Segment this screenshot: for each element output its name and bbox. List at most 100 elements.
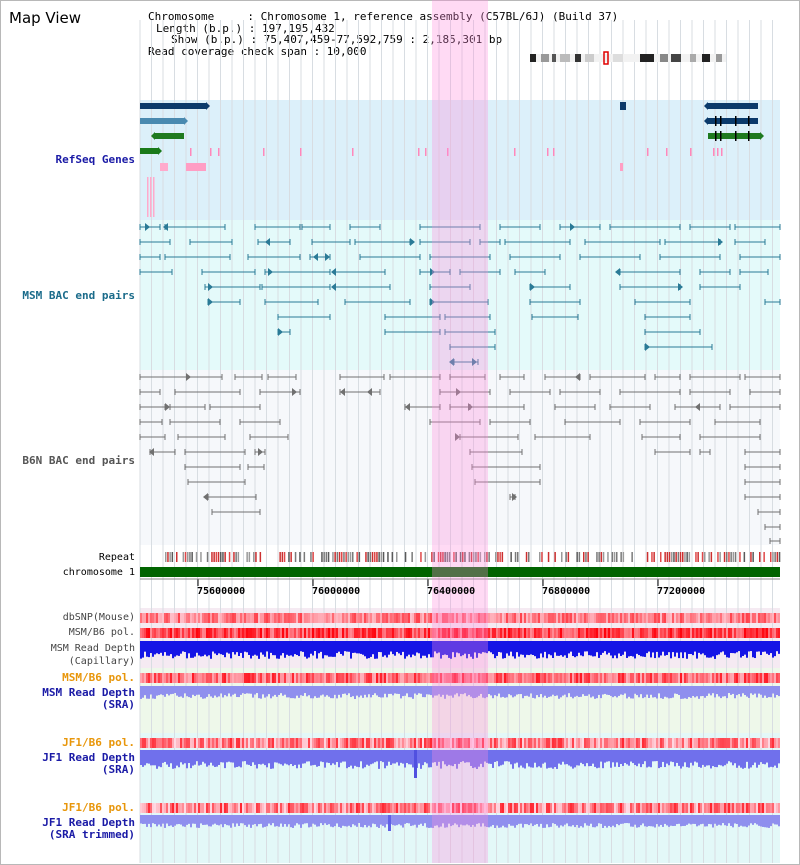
repeat-feature (510, 552, 512, 562)
polymorphism-cell (266, 628, 268, 638)
read-depth-bar (668, 815, 670, 827)
polymorphism-cell (544, 628, 546, 638)
read-depth-bar (628, 641, 630, 657)
polymorphism-cell (202, 738, 204, 748)
refseq-genes-label[interactable]: RefSeq Genes (55, 153, 135, 166)
polymorphism-cell (374, 673, 376, 683)
read-depth-bar (482, 641, 484, 653)
gene-feature (140, 118, 184, 124)
read-depth-bar (140, 686, 142, 699)
read-depth-bar (362, 686, 364, 698)
polymorphism-cell (526, 613, 528, 623)
polymorphism-cell (288, 613, 290, 623)
polymorphism-cell (538, 803, 540, 813)
polymorphism-cell (464, 673, 466, 683)
repeat-feature (486, 552, 488, 562)
polymorphism-cell (776, 738, 778, 748)
repeat-feature (653, 552, 655, 562)
read-depth-bar (288, 686, 290, 698)
repeat-feature (739, 552, 741, 562)
read-depth-bar (360, 750, 362, 762)
repeat-feature (734, 552, 737, 562)
polymorphism-cell (336, 613, 338, 623)
read-depth-bar (166, 750, 168, 765)
polymorphism-cell (482, 673, 484, 683)
polymorphism-cell (180, 803, 182, 813)
read-depth-bar (378, 815, 380, 828)
polymorphism-cell (420, 803, 422, 813)
polymorphism-cell (688, 738, 690, 748)
read-depth-bar (408, 686, 410, 698)
polymorphism-cell (212, 803, 214, 813)
read-depth-bar (662, 815, 664, 827)
read-depth-bar (752, 750, 754, 766)
read-depth-bar (194, 750, 196, 765)
polymorphism-cell (588, 738, 590, 748)
jf1-b6-pol-label-2: JF1/B6 pol. (62, 801, 135, 814)
polymorphism-cell (674, 628, 676, 638)
polymorphism-cell (596, 673, 598, 683)
polymorphism-cell (740, 613, 742, 623)
repeat-feature (288, 552, 290, 562)
polymorphism-cell (622, 803, 624, 813)
polymorphism-cell (588, 628, 590, 638)
polymorphism-cell (304, 613, 306, 623)
polymorphism-cell (498, 673, 500, 683)
read-depth-bar (454, 686, 456, 695)
repeat-feature (327, 552, 330, 562)
polymorphism-cell (282, 738, 284, 748)
polymorphism-cell (470, 673, 472, 683)
gene-feature (140, 148, 158, 154)
polymorphism-cell (236, 738, 238, 748)
polymorphism-cell (650, 738, 652, 748)
polymorphism-cell (372, 803, 374, 813)
read-depth-bar (320, 815, 322, 824)
polymorphism-cell (190, 613, 192, 623)
read-depth-bar (444, 750, 446, 765)
read-depth-bar (640, 815, 642, 826)
polymorphism-cell (636, 673, 638, 683)
msm-bac-label[interactable]: MSM BAC end pairs (22, 289, 135, 302)
b6n-bac-label[interactable]: B6N BAC end pairs (22, 454, 135, 467)
read-depth-bar (318, 686, 320, 698)
polymorphism-cell (580, 738, 582, 748)
polymorphism-cell (770, 738, 772, 748)
polymorphism-cell (746, 613, 748, 623)
polymorphism-cell (524, 738, 526, 748)
repeat-feature (365, 552, 367, 562)
polymorphism-cell (542, 803, 544, 813)
polymorphism-cell (232, 673, 234, 683)
repeat-feature (189, 552, 191, 562)
read-depth-bar (602, 750, 604, 769)
polymorphism-cell (292, 673, 294, 683)
polymorphism-cell (522, 738, 524, 748)
polymorphism-cell (524, 673, 526, 683)
polymorphism-cell (442, 673, 444, 683)
read-depth-bar (736, 686, 738, 696)
polymorphism-cell (550, 803, 552, 813)
read-depth-bar (376, 686, 378, 696)
read-depth-bar (282, 750, 284, 766)
msm-b6-pol-label-2: MSM/B6 pol. (62, 671, 135, 684)
polymorphism-cell (676, 613, 678, 623)
read-depth-bar (620, 686, 622, 695)
read-depth-bar (430, 686, 432, 696)
polymorphism-cell (266, 803, 268, 813)
polymorphism-cell (386, 803, 388, 813)
polymorphism-cell (676, 803, 678, 813)
read-depth-bar (196, 686, 198, 695)
read-depth-bar (550, 641, 552, 656)
polymorphism-cell (286, 613, 288, 623)
read-depth-bar (364, 750, 366, 768)
read-depth-bar (240, 686, 242, 695)
polymorphism-cell (322, 738, 324, 748)
polymorphism-cell (240, 673, 242, 683)
read-depth-bar (352, 815, 354, 825)
read-depth-bar (534, 686, 536, 699)
polymorphism-cell (502, 628, 504, 638)
read-depth-bar (550, 815, 552, 827)
polymorphism-cell (426, 673, 428, 683)
read-depth-bar (742, 815, 744, 827)
read-depth-bar (388, 750, 390, 762)
